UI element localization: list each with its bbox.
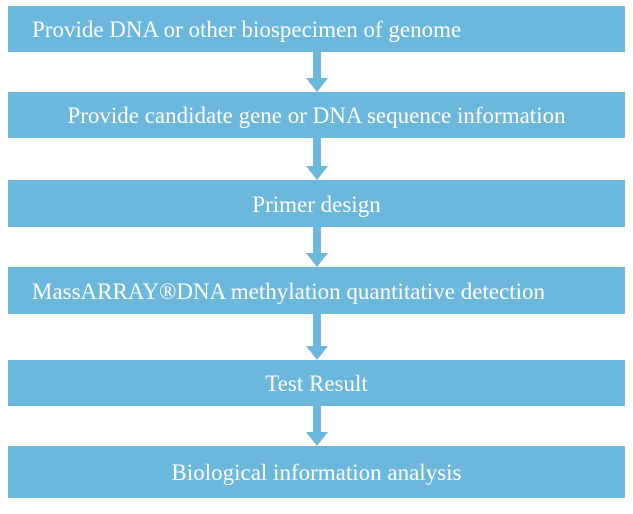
flowchart-step-4-label: MassARRAY®DNA methylation quantitative d… [32,279,545,305]
flowchart-arrow-5 [0,406,633,446]
flowchart-step-4: MassARRAY®DNA methylation quantitative d… [8,267,625,314]
flowchart-step-2-label: Provide candidate gene or DNA sequence i… [67,103,565,129]
flowchart-canvas: Provide DNA or other biospecimen of geno… [0,0,633,514]
flowchart-step-6-label: Biological information analysis [171,460,461,486]
flowchart-step-6: Biological information analysis [8,446,625,498]
flowchart-arrow-3 [0,227,633,267]
flowchart-step-5: Test Result [8,360,625,406]
flowchart-step-3: Primer design [8,180,625,227]
flowchart-step-1-label: Provide DNA or other biospecimen of geno… [32,17,461,43]
flowchart-step-1: Provide DNA or other biospecimen of geno… [8,6,625,52]
flowchart-step-3-label: Primer design [252,192,380,218]
flowchart-step-5-label: Test Result [265,371,368,397]
flowchart-arrow-2 [0,138,633,180]
flowchart-step-2: Provide candidate gene or DNA sequence i… [8,92,625,138]
flowchart-arrow-4 [0,314,633,360]
flowchart-arrow-1 [0,52,633,92]
